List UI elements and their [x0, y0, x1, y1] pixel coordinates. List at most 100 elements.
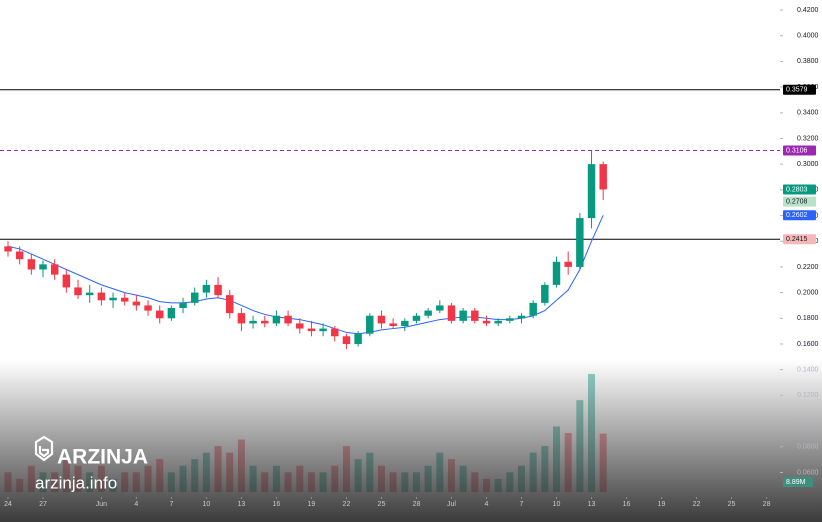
price-tag — [783, 210, 816, 221]
candle-body — [284, 315, 292, 324]
x-tick-label: 19 — [308, 501, 316, 508]
y-tick-label: 0.3000 — [797, 161, 819, 168]
candle-body — [144, 305, 152, 311]
candle-body — [237, 313, 246, 324]
price-tag — [783, 184, 816, 195]
indicator-layer — [7, 215, 604, 335]
x-tick-label: 7 — [169, 501, 173, 508]
candle-body — [296, 323, 304, 329]
candle-body — [424, 310, 432, 316]
y-tick-label: 0.1200 — [797, 392, 819, 399]
candle-body — [249, 320, 257, 324]
candle-body — [389, 323, 397, 326]
candle-body — [261, 320, 269, 324]
candle-body — [552, 261, 561, 285]
candle-body — [541, 284, 549, 303]
candle-body — [132, 301, 141, 306]
candle-body — [471, 310, 479, 321]
x-tick-label: 4 — [485, 501, 489, 508]
x-tick-label: Jun — [96, 501, 107, 508]
candle-body — [401, 320, 409, 326]
candle-body — [62, 274, 71, 288]
x-tick-label: 16 — [273, 501, 281, 508]
price-tag — [783, 145, 816, 156]
y-tick-label: 0.1600 — [797, 341, 819, 348]
y-tick-label: 0.2000 — [797, 289, 819, 296]
y-tick-label: 0.4000 — [797, 33, 819, 40]
candle-body — [15, 251, 24, 260]
x-tick-label: 13 — [238, 501, 246, 508]
watermark: ARZINJA arzinja.info — [34, 435, 148, 492]
candle-body — [436, 305, 444, 311]
candle-body — [412, 315, 421, 321]
candle-body — [331, 328, 339, 337]
axes: 0.0600 0.0800 0.1000 0.1200 0.1400 0.1600 0.18… — [4, 7, 818, 508]
price-tag-label: 0.2415 — [786, 236, 808, 243]
y-tick-label: 0.1000 — [797, 418, 819, 425]
candle-body — [307, 328, 316, 332]
x-tick-label: 25 — [728, 501, 736, 508]
y-tick-label: 0.3200 — [797, 135, 819, 142]
price-tag — [783, 84, 816, 95]
candle-body — [377, 315, 386, 324]
x-tick-label: 22 — [693, 501, 701, 508]
x-tick-label: 13 — [588, 501, 596, 508]
candle-body — [494, 320, 502, 324]
watermark-brand: ARZINJA — [57, 446, 148, 469]
candle-body — [190, 292, 199, 303]
candle-body — [109, 297, 117, 301]
candle-body — [506, 318, 514, 321]
x-tick-label: 10 — [203, 501, 211, 508]
candle-body — [587, 164, 596, 219]
x-tick-label: 22 — [343, 501, 351, 508]
x-tick-label: 24 — [4, 501, 12, 508]
candle-body — [97, 292, 106, 301]
candle-body — [342, 336, 351, 344]
candle-body — [179, 302, 187, 309]
volume-tag-label: 8.89M — [786, 479, 806, 486]
candle-body — [226, 295, 234, 314]
y-tick-label: 0.0600 — [797, 469, 819, 476]
y-tick-label: 0.3400 — [797, 110, 819, 117]
x-tick-label: 28 — [413, 501, 421, 508]
candle-body — [120, 297, 129, 302]
watermark-shade — [0, 360, 822, 522]
candle-body — [50, 264, 59, 275]
candle-body — [599, 164, 607, 190]
price-tag-label: 0.2803 — [786, 186, 808, 193]
candle-body — [214, 284, 222, 296]
candle-body — [319, 328, 327, 332]
candle-body — [517, 315, 526, 319]
price-tag-label: 0.3579 — [786, 87, 808, 94]
candle-body — [576, 218, 584, 267]
watermark-logo — [34, 435, 54, 462]
price-tag-label: 0.2708 — [786, 199, 808, 206]
candle-body — [354, 333, 362, 344]
price-tag — [783, 234, 816, 245]
x-tick-label: 28 — [763, 501, 771, 508]
price-tag — [783, 196, 816, 207]
price-tag-label: 0.3106 — [786, 147, 808, 154]
candle-body — [167, 308, 176, 319]
price-lines — [0, 89, 780, 240]
y-tick-label: 0.1400 — [797, 367, 819, 374]
candle-layer — [4, 150, 607, 350]
x-tick-label: 7 — [520, 501, 524, 508]
candle-body — [272, 315, 281, 324]
x-tick-label: 10 — [553, 501, 561, 508]
y-tick-label: 0.1800 — [797, 315, 819, 322]
watermark-site: arzinja.info — [35, 473, 117, 492]
candle-body — [27, 259, 36, 270]
candle-body — [74, 287, 82, 296]
candle-body — [4, 246, 12, 252]
y-tick-label: 0.0800 — [797, 444, 819, 451]
x-tick-label: Jul — [447, 501, 456, 508]
y-tick-label: 0.3800 — [797, 58, 819, 65]
x-tick-label: 16 — [623, 501, 631, 508]
candle-body — [85, 292, 94, 296]
candle-body — [459, 310, 467, 321]
candle-body — [366, 315, 374, 334]
y-tick-label: 0.4200 — [797, 7, 819, 14]
price-tag-label: 0.2602 — [786, 212, 808, 219]
